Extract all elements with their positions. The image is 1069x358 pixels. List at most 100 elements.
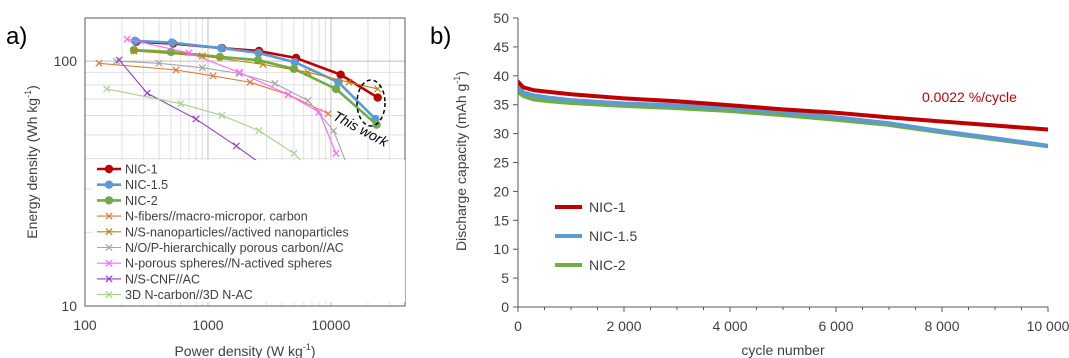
data-point-nic-1-5: [254, 48, 263, 58]
legend-label-nic-1: NIC-1: [589, 199, 626, 215]
data-point-n-porous-spheres-n-actived-spheres: [185, 49, 193, 57]
legend-label-n-porous-spheres-n-actived-spheres: N-porous spheres//N-actived spheres: [125, 257, 332, 271]
panel-b-x-tick-label: 4 000: [712, 318, 747, 334]
panel-b-y-tick-label: 0: [501, 299, 509, 315]
legend-label-nic-1-5: NIC-1.5: [125, 178, 168, 192]
series-line-n-porous-spheres-n-actived-spheres: [126, 38, 337, 154]
data-point-n-s-nanoparticles-actived-nanoparticles: [198, 52, 206, 60]
data-point-nic-1-5: [167, 38, 177, 47]
data-point-n-s-nanoparticles-actived-nanoparticles: [304, 68, 312, 76]
legend-marker-nic-1: [104, 164, 114, 174]
data-point-n-s-cnf-ac: [115, 56, 123, 64]
this-work-annotation: This work: [331, 108, 392, 151]
panel-b-x-tick-label: 8 000: [924, 318, 959, 334]
legend-marker-nic-2: [104, 196, 114, 205]
panel-b-y-tick-label: 25: [493, 155, 509, 171]
data-point-n-o-p-hierarchically-porous-carbon-ac: [304, 96, 312, 105]
legend-marker-n-o-p-hierarchically-porous-carbon-ac: [105, 243, 113, 252]
panel-a-x-tick-label: 10000: [311, 317, 350, 333]
panel-a-x-axis-label: Power density (W kg-1): [174, 342, 315, 358]
data-point-n-porous-spheres-n-actived-spheres: [235, 68, 243, 76]
panel-b-series: [518, 79, 1048, 149]
data-point-nic-1: [373, 93, 382, 102]
data-point-nic-2: [129, 45, 139, 55]
panel-a: a) 100 1000 10000 10 100 Power density (W kg…: [6, 17, 406, 358]
panel-a-series: [95, 35, 382, 222]
panel-b-x-axis-label: cycle number: [741, 342, 825, 358]
data-point-nic-2: [289, 64, 299, 74]
data-point-nic-1-5: [216, 43, 226, 53]
panel-a-label: a): [6, 23, 27, 50]
degradation-rate-annotation: 0.0022 %/cycle: [922, 89, 1017, 105]
panel-b: b) 0 5 10 15 20 25 30 35 40 45 50 0 2 000 4 000 6 000 8…: [430, 10, 1069, 358]
panel-b-y-tick-label: 15: [493, 212, 509, 228]
data-point-n-s-cnf-ac: [192, 115, 200, 123]
panel-a-legend-box: [93, 160, 405, 302]
legend-marker-nic-1-5: [104, 180, 114, 189]
data-point-n-fibers-macro-micropor-carbon: [246, 78, 254, 86]
data-point-3d-n-carbon-3d-n-ac: [255, 127, 263, 135]
data-point-nic-2: [215, 52, 225, 62]
data-point-n-porous-spheres-n-actived-spheres: [332, 149, 340, 158]
panel-a-y-tick-label: 10: [61, 298, 77, 314]
panel-a-x-tick-label: 1000: [192, 317, 223, 333]
data-point-3d-n-carbon-3d-n-ac: [177, 100, 185, 108]
data-point-n-fibers-macro-micropor-carbon: [172, 66, 180, 74]
legend-label-n-s-cnf-ac: N/S-CNF//AC: [125, 272, 200, 286]
legend-marker-n-s-nanoparticles-actived-nanoparticles: [105, 228, 113, 236]
data-point-n-fibers-macro-micropor-carbon: [95, 59, 103, 67]
data-point-n-s-cnf-ac: [232, 142, 240, 150]
panel-b-legend: NIC-1 NIC-1.5 NIC-2: [555, 199, 637, 273]
data-point-n-fibers-macro-micropor-carbon: [324, 110, 332, 118]
panel-b-y-tick-label: 10: [493, 241, 509, 257]
panel-b-label: b): [430, 23, 451, 50]
data-point-n-s-nanoparticles-actived-nanoparticles: [374, 85, 382, 93]
panel-b-x-tick-label: 0: [514, 318, 522, 334]
data-point-n-o-p-hierarchically-porous-carbon-ac: [155, 59, 163, 67]
series-line-nic-1: [518, 79, 1048, 132]
data-point-n-fibers-macro-micropor-carbon: [209, 72, 217, 80]
data-point-n-o-p-hierarchically-porous-carbon-ac: [198, 64, 206, 72]
series-line-n-o-p-hierarchically-porous-carbon-ac: [116, 60, 350, 170]
data-point-n-s-nanoparticles-actived-nanoparticles: [345, 78, 353, 86]
panel-b-y-tick-label: 50: [493, 10, 509, 26]
legend-label-nic-2: NIC-2: [125, 194, 158, 208]
series-line-nic-1-5: [518, 84, 1048, 148]
data-point-3d-n-carbon-3d-n-ac: [290, 149, 298, 158]
data-point-n-s-nanoparticles-actived-nanoparticles: [130, 47, 138, 55]
panel-b-y-tick-label: 5: [501, 270, 509, 286]
data-point-nic-1-5: [290, 57, 300, 67]
data-point-n-o-p-hierarchically-porous-carbon-ac: [329, 127, 338, 135]
data-point-3d-n-carbon-3d-n-ac: [218, 111, 226, 120]
data-point-nic-2: [331, 84, 341, 94]
panel-a-x-tick-label: 100: [73, 317, 97, 333]
legend-label-nic-2: NIC-2: [589, 257, 626, 273]
data-point-3d-n-carbon-3d-n-ac: [103, 85, 111, 93]
panel-b-y-tick-label: 40: [493, 68, 509, 84]
legend-marker-n-s-cnf-ac: [105, 275, 113, 283]
panel-b-y-tick-label: 35: [493, 97, 509, 113]
panel-a-ticks: 100 1000 10000 10 100: [54, 53, 351, 333]
data-point-n-s-cnf-ac: [143, 89, 151, 97]
panel-b-y-axis-label: Discharge capacity (mAh g-1): [452, 71, 469, 251]
legend-label-nic-1-5: NIC-1.5: [589, 228, 637, 244]
legend-marker-n-fibers-macro-micropor-carbon: [105, 212, 113, 220]
data-point-n-porous-spheres-n-actived-spheres: [315, 108, 323, 116]
legend-label-n-fibers-macro-micropor-carbon: N-fibers//macro-micropor. carbon: [125, 210, 308, 224]
legend-marker-3d-n-carbon-3d-n-ac: [105, 290, 113, 299]
legend-label-3d-n-carbon-3d-n-ac: 3D N-carbon//3D N-AC: [125, 288, 253, 302]
data-point-n-porous-spheres-n-actived-spheres: [123, 35, 131, 43]
legend-marker-n-porous-spheres-n-actived-spheres: [105, 259, 113, 267]
legend-label-nic-1: NIC-1: [125, 163, 158, 177]
data-point-n-o-p-hierarchically-porous-carbon-ac: [271, 79, 279, 88]
panel-a-y-tick-label: 100: [54, 53, 78, 69]
legend-label-n-o-p-hierarchically-porous-carbon-ac: N/O/P-hierarchically porous carbon//AC: [125, 241, 344, 255]
panel-b-ticks: 0 5 10 15 20 25 30 35 40 45 50 0 2 000 4 000 6 000 8 00…: [493, 10, 1069, 334]
panel-b-x-tick-label: 6 000: [818, 318, 853, 334]
legend-label-n-s-nanoparticles-actived-nanoparticles: N/S-nanoparticles//actived nanoparticles: [125, 225, 349, 239]
panel-b-x-tick-label: 10 000: [1027, 318, 1069, 334]
panel-b-x-tick-label: 2 000: [606, 318, 641, 334]
data-point-n-s-nanoparticles-actived-nanoparticles: [259, 60, 267, 68]
